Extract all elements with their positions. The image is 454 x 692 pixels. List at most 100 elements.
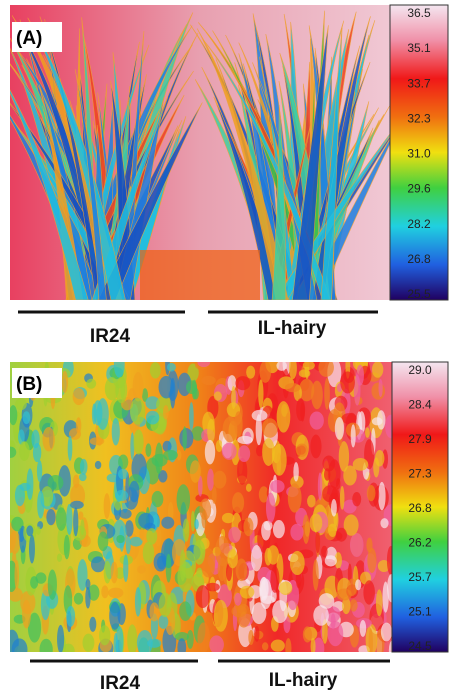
spot xyxy=(309,411,324,430)
spot xyxy=(82,633,95,652)
spot xyxy=(259,576,269,601)
spot xyxy=(236,603,251,628)
spot xyxy=(290,523,304,541)
spot xyxy=(182,518,190,542)
spot xyxy=(28,534,35,564)
spot xyxy=(190,510,196,532)
spot xyxy=(272,600,288,624)
spot xyxy=(204,439,216,465)
spot xyxy=(209,635,224,652)
group-label: IL-hairy xyxy=(269,670,338,691)
spot xyxy=(350,424,356,448)
spot xyxy=(197,622,210,652)
spot xyxy=(258,379,264,409)
spot xyxy=(118,468,129,480)
spot xyxy=(85,578,91,590)
spot xyxy=(278,581,293,595)
spot xyxy=(309,513,323,533)
spot xyxy=(352,492,362,507)
blade xyxy=(292,25,329,300)
spot xyxy=(31,429,40,449)
spot xyxy=(139,528,145,541)
spot xyxy=(94,460,102,470)
spot xyxy=(73,507,79,537)
colorbar-label: 26.2 xyxy=(408,536,432,550)
spot xyxy=(250,545,263,572)
spot xyxy=(336,478,341,490)
spot xyxy=(36,526,41,535)
spot xyxy=(130,432,135,461)
panel-label: (B) xyxy=(16,374,42,395)
spot xyxy=(336,588,352,601)
colorbar-label: 26.8 xyxy=(407,252,431,266)
spot xyxy=(197,362,211,368)
spot xyxy=(96,398,109,430)
spot xyxy=(255,414,262,446)
spot xyxy=(246,365,256,379)
spot xyxy=(375,450,385,467)
spot xyxy=(145,396,160,410)
spot xyxy=(293,462,299,482)
colorbar xyxy=(389,4,449,301)
spot xyxy=(141,388,149,402)
colorbar-label: 29.0 xyxy=(408,363,432,377)
spot xyxy=(189,460,201,483)
spot xyxy=(239,585,255,599)
spot xyxy=(270,639,285,652)
spot xyxy=(321,545,328,558)
spot xyxy=(186,630,194,649)
spot xyxy=(227,548,238,569)
spot xyxy=(134,587,142,617)
spot xyxy=(310,434,322,459)
base xyxy=(140,250,260,300)
spot xyxy=(91,403,97,425)
colorbar-label: 27.9 xyxy=(408,432,432,446)
spot xyxy=(129,397,146,425)
spot xyxy=(163,405,169,420)
spot xyxy=(215,439,223,453)
group-label: IL-hairy xyxy=(258,318,327,339)
spot xyxy=(328,523,338,537)
spot xyxy=(237,435,253,445)
colorbar-label: 28.4 xyxy=(408,398,432,412)
spot xyxy=(166,362,176,372)
spot xyxy=(318,362,334,377)
spot xyxy=(237,457,248,485)
panel-label: (A) xyxy=(16,28,42,49)
spot xyxy=(72,388,85,406)
spot xyxy=(85,586,91,609)
spot xyxy=(194,518,199,530)
spot xyxy=(90,556,106,573)
spot xyxy=(47,475,64,491)
spot xyxy=(26,525,34,537)
spot xyxy=(378,481,386,511)
spot xyxy=(151,490,164,508)
spot xyxy=(353,374,361,406)
spot xyxy=(343,465,357,486)
spot xyxy=(175,632,189,642)
spot xyxy=(313,637,325,652)
spot xyxy=(366,485,376,502)
label-box xyxy=(12,22,62,52)
colorbar-label: 24.5 xyxy=(408,639,432,653)
spot xyxy=(63,534,70,560)
spot xyxy=(359,620,367,637)
spot xyxy=(176,449,182,461)
colorbar-label: 31.0 xyxy=(407,147,431,161)
spot xyxy=(61,370,69,394)
spot xyxy=(358,411,366,434)
spot xyxy=(313,605,329,626)
spot xyxy=(296,398,306,422)
spot xyxy=(146,528,158,545)
spot xyxy=(158,375,174,399)
spot xyxy=(158,470,168,483)
spot xyxy=(79,473,87,482)
spot xyxy=(380,518,389,529)
spot xyxy=(215,535,230,567)
spot xyxy=(179,601,192,621)
spot xyxy=(201,556,215,578)
spot xyxy=(115,626,124,652)
spot xyxy=(111,417,120,446)
spot xyxy=(289,550,305,576)
